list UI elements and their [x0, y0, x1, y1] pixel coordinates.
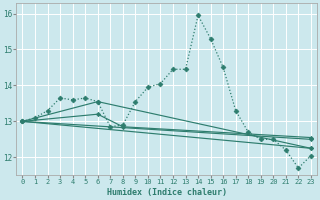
X-axis label: Humidex (Indice chaleur): Humidex (Indice chaleur) [107, 188, 227, 197]
